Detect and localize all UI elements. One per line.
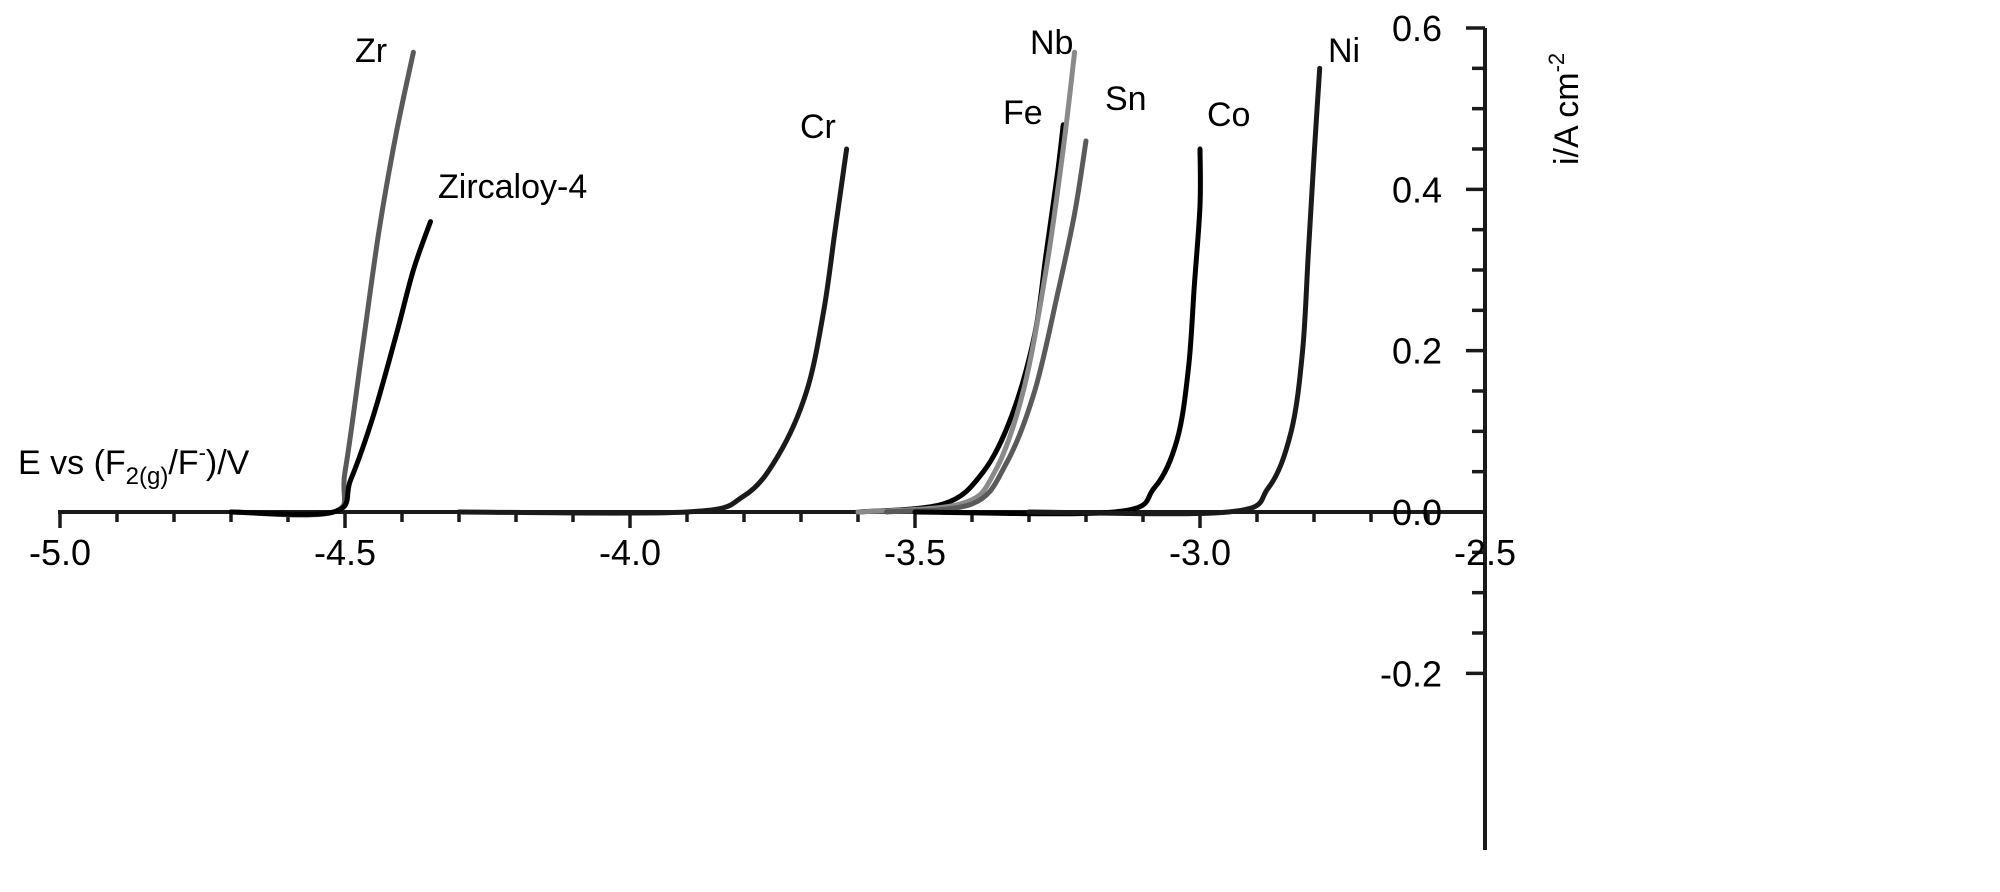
curve-zircaloy-4 [228,219,433,517]
y-tick-label: -0.2 [1380,653,1442,694]
label-nb: Nb [1030,24,1073,62]
y-axis-ticks [1466,26,1485,676]
curve-cr [456,146,850,516]
curve-sn [884,138,1089,515]
label-co: Co [1207,96,1250,134]
x-axis-title: E vs (F2(g)/F-)/V [18,440,250,490]
curve-nb [855,49,1078,515]
label-zr: Zr [355,32,387,70]
data-curves [228,49,1323,518]
label-cr: Cr [800,108,836,146]
y-tick-label: 0.2 [1392,331,1442,372]
y-tick-label: 0.6 [1392,8,1442,49]
x-tick-label: -2.5 [1454,532,1516,573]
x-tick-label: -3.0 [1169,532,1231,573]
curve-fe [855,122,1066,515]
label-fe: Fe [1003,94,1043,132]
y-tick-label: 0.4 [1392,169,1442,210]
y-tick-label: 0.0 [1392,492,1442,533]
y-axis-title: i/A cm-2 [1544,53,1586,165]
x-tick-label: -4.5 [314,532,376,573]
x-tick-label: -5.0 [29,532,91,573]
y-axis-tick-labels: -0.2 0.0 0.2 0.4 0.6 [1380,8,1442,694]
x-tick-label: -4.0 [599,532,661,573]
label-sn: Sn [1105,80,1147,118]
label-ni: Ni [1328,32,1360,70]
x-axis-tick-labels: -5.0 -4.5 -4.0 -3.5 -3.0 -2.5 [29,532,1516,573]
label-zircaloy-4: Zircaloy-4 [438,168,587,206]
x-tick-label: -3.5 [884,532,946,573]
curve-zr [228,49,416,518]
curve-ni [1026,65,1323,517]
